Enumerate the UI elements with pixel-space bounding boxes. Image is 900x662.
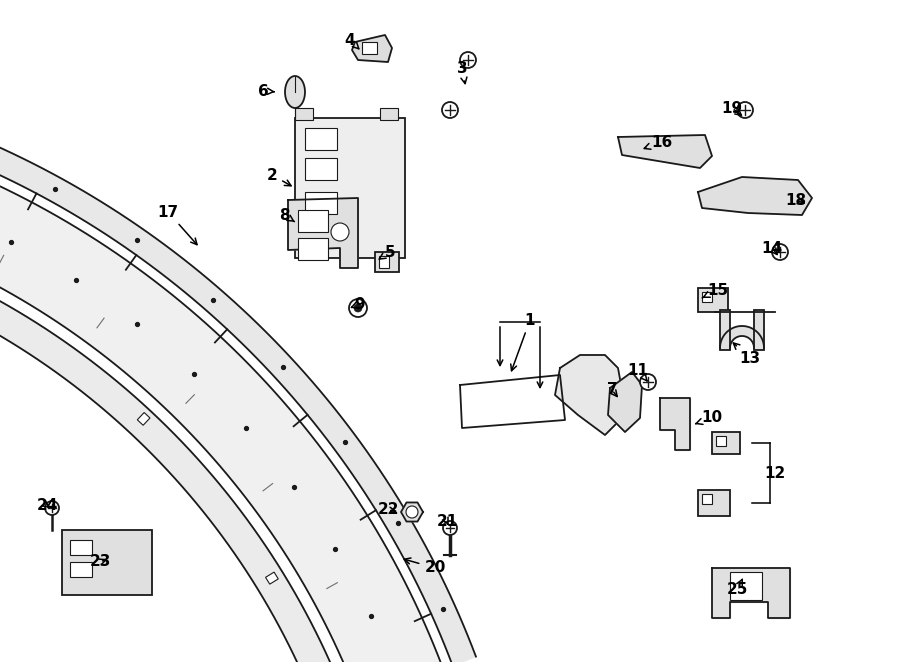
Text: 7: 7 [607,383,617,397]
Text: 5: 5 [379,244,395,260]
Ellipse shape [285,76,305,108]
Polygon shape [618,135,712,168]
Bar [375,252,399,272]
Bar [712,432,740,454]
Text: 8: 8 [279,207,294,222]
Text: 25: 25 [726,579,748,598]
Polygon shape [401,502,423,522]
Text: 20: 20 [404,558,446,575]
Polygon shape [555,355,622,435]
Bar [298,238,328,260]
Bar [295,118,405,258]
Bar [698,490,730,516]
Bar [70,562,92,577]
Text: 2: 2 [266,167,291,186]
Bar [266,572,278,584]
Circle shape [640,374,656,390]
Bar [305,158,337,180]
Circle shape [354,304,362,312]
Polygon shape [0,100,461,662]
Bar [62,530,152,595]
Circle shape [460,52,476,68]
Text: 19: 19 [722,101,742,115]
Text: 24: 24 [36,498,58,514]
Text: 21: 21 [436,514,457,530]
Circle shape [443,521,457,535]
Text: 9: 9 [351,297,365,312]
Polygon shape [698,177,812,215]
Bar [138,412,150,425]
Text: 1: 1 [510,312,536,371]
Bar [720,310,730,350]
Text: 17: 17 [158,205,197,245]
Bar [295,108,313,120]
Circle shape [772,244,788,260]
Bar [698,288,728,312]
Polygon shape [352,35,392,62]
Polygon shape [460,375,565,428]
Bar [702,292,712,302]
Bar [305,192,337,214]
Text: 12: 12 [764,465,786,481]
Polygon shape [0,65,476,662]
Text: 14: 14 [761,240,783,256]
Text: 16: 16 [644,134,672,150]
Circle shape [406,506,418,518]
Text: 6: 6 [257,83,274,99]
Text: 15: 15 [702,283,729,298]
Bar [362,42,377,54]
Polygon shape [608,372,642,432]
Text: 13: 13 [734,343,760,365]
Text: 10: 10 [696,410,723,426]
Polygon shape [720,326,764,348]
Bar [70,540,92,555]
Bar [702,494,712,504]
Text: 4: 4 [345,32,359,49]
Circle shape [331,223,349,241]
Text: 11: 11 [627,363,649,381]
Polygon shape [288,198,358,268]
Circle shape [45,501,59,515]
Polygon shape [660,398,690,450]
Polygon shape [0,202,376,662]
Bar [305,128,337,150]
Bar [379,256,389,268]
Bar [380,108,398,120]
Bar [298,210,328,232]
Bar [730,572,762,600]
Text: 23: 23 [89,555,111,569]
Bar [716,436,726,446]
Text: 18: 18 [786,193,806,207]
Text: 22: 22 [377,502,399,518]
Bar [754,310,764,350]
Polygon shape [712,568,790,618]
Text: 3: 3 [456,60,467,83]
Circle shape [349,299,367,317]
Circle shape [442,102,458,118]
Circle shape [737,102,753,118]
